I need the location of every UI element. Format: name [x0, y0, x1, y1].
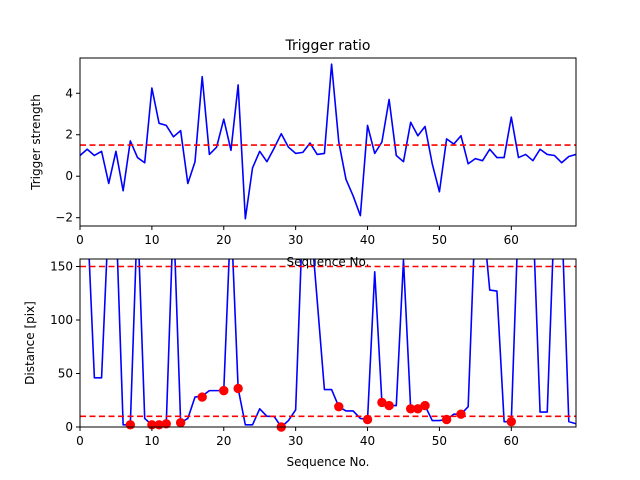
data-point: [384, 400, 394, 411]
data-point: [420, 400, 430, 411]
y-tick-label: 0: [65, 169, 73, 183]
data-point: [125, 420, 136, 430]
data-point: [334, 401, 344, 412]
distance-chart: 0 10 20 30 40 50 60 0 50 100 150 Sequence No. Dis…: [23, 258, 577, 469]
data-point: [175, 418, 186, 428]
axes-frame: [79, 57, 577, 227]
y-tick-label: −2: [55, 211, 73, 225]
x-tick-label: 30: [288, 434, 303, 448]
x-tick-label: 0: [76, 233, 84, 247]
x-tick-label: 30: [288, 233, 303, 247]
data-point: [441, 414, 452, 425]
y-tick-label: 150: [50, 259, 73, 273]
chart-title: Trigger ratio: [284, 38, 370, 54]
x-tick-label: 20: [216, 434, 231, 448]
x-tick-label: 10: [144, 233, 159, 247]
data-point: [456, 409, 466, 419]
y-axis-label: Distance [pix]: [23, 301, 37, 385]
x-tick-label: 10: [144, 434, 159, 448]
data-point: [506, 416, 516, 427]
y-tick-label: 0: [65, 420, 73, 434]
x-tick-label: 20: [216, 233, 231, 247]
y-tick-label: 50: [58, 366, 73, 380]
x-tick-label: 50: [432, 233, 447, 247]
y-tick-label: 2: [65, 128, 73, 142]
x-tick-label: 0: [76, 434, 84, 448]
x-tick-label: 40: [360, 233, 375, 247]
x-tick-label: 60: [504, 233, 519, 247]
data-point: [219, 385, 229, 396]
y-axis-label: Trigger strength: [29, 94, 43, 191]
x-tick-label: 50: [432, 434, 447, 448]
y-tick-label: 4: [65, 86, 73, 100]
x-axis-label: Sequence No.: [287, 455, 370, 469]
x-tick-label: 60: [504, 434, 519, 448]
data-point: [197, 392, 207, 402]
data-point: [362, 414, 373, 425]
y-tick-label: 100: [50, 313, 73, 327]
series-line: [80, 63, 576, 220]
data-point: [233, 383, 243, 394]
data-point: [161, 419, 171, 429]
axes-frame: [79, 258, 577, 428]
x-tick-label: 40: [360, 434, 375, 448]
